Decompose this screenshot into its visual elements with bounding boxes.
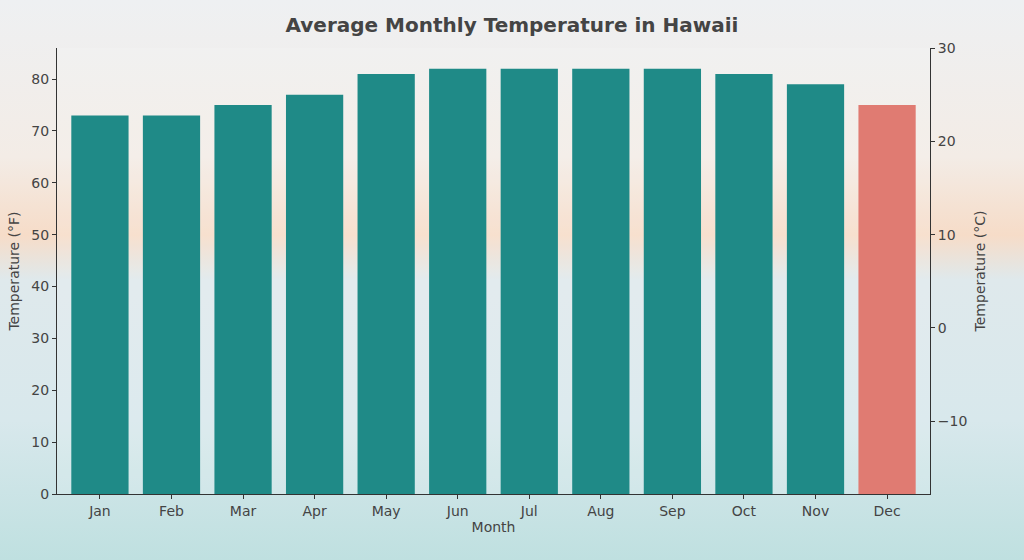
svg-text:20: 20: [938, 133, 956, 149]
svg-text:Sep: Sep: [659, 503, 686, 519]
svg-text:10: 10: [31, 434, 49, 450]
svg-text:70: 70: [31, 123, 49, 139]
svg-text:Nov: Nov: [802, 503, 829, 519]
svg-text:Temperature (°F): Temperature (°F): [6, 211, 22, 331]
svg-text:30: 30: [31, 330, 49, 346]
svg-text:80: 80: [31, 71, 49, 87]
svg-text:Jun: Jun: [446, 503, 469, 519]
svg-text:50: 50: [31, 227, 49, 243]
svg-text:Month: Month: [472, 519, 516, 535]
svg-text:Temperature (°C): Temperature (°C): [972, 211, 988, 333]
svg-text:Apr: Apr: [302, 503, 326, 519]
svg-text:Oct: Oct: [732, 503, 757, 519]
svg-text:May: May: [372, 503, 401, 519]
svg-text:40: 40: [31, 278, 49, 294]
svg-text:Dec: Dec: [874, 503, 901, 519]
svg-text:60: 60: [31, 175, 49, 191]
svg-text:Feb: Feb: [159, 503, 184, 519]
svg-text:0: 0: [938, 320, 947, 336]
svg-text:Aug: Aug: [587, 503, 614, 519]
svg-text:30: 30: [938, 40, 956, 56]
svg-text:Jan: Jan: [88, 503, 111, 519]
svg-text:−10: −10: [938, 413, 968, 429]
svg-text:10: 10: [938, 227, 956, 243]
svg-text:Average Monthly Temperature in: Average Monthly Temperature in Hawaii: [286, 13, 739, 37]
svg-text:Mar: Mar: [230, 503, 257, 519]
svg-text:0: 0: [40, 486, 49, 502]
svg-text:Jul: Jul: [520, 503, 538, 519]
svg-text:20: 20: [31, 382, 49, 398]
